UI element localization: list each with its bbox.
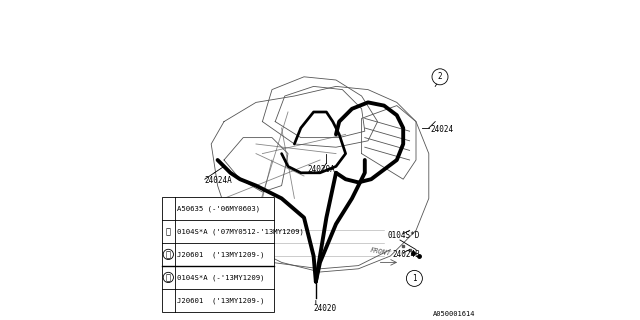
Text: ①: ① bbox=[166, 250, 171, 259]
Text: 2: 2 bbox=[230, 255, 234, 264]
Circle shape bbox=[163, 272, 173, 283]
Text: 0104S*A ('07MY0512-'13MY1209): 0104S*A ('07MY0512-'13MY1209) bbox=[177, 228, 303, 235]
Circle shape bbox=[224, 251, 240, 267]
Text: 24020: 24020 bbox=[313, 304, 336, 313]
Text: FRONT: FRONT bbox=[370, 247, 392, 257]
Text: ②: ② bbox=[166, 273, 171, 282]
Text: 24024: 24024 bbox=[430, 125, 454, 134]
Text: A50635 (-'06MY0603): A50635 (-'06MY0603) bbox=[177, 205, 260, 212]
Circle shape bbox=[406, 270, 422, 286]
Text: A050001614: A050001614 bbox=[433, 311, 475, 317]
Text: 1: 1 bbox=[412, 274, 417, 283]
Text: 2: 2 bbox=[438, 72, 442, 81]
Text: ①: ① bbox=[166, 227, 171, 236]
Circle shape bbox=[163, 249, 173, 260]
FancyBboxPatch shape bbox=[161, 197, 274, 312]
Circle shape bbox=[432, 69, 448, 85]
Text: 24024B: 24024B bbox=[392, 250, 420, 259]
Text: 0104S*A (-'13MY1209): 0104S*A (-'13MY1209) bbox=[177, 274, 264, 281]
Text: 24024A: 24024A bbox=[205, 176, 232, 185]
Text: ②: ② bbox=[166, 273, 171, 282]
Text: 0104S*D: 0104S*D bbox=[387, 231, 420, 240]
Text: 24020A: 24020A bbox=[307, 165, 335, 174]
Text: J20601  ('13MY1209-): J20601 ('13MY1209-) bbox=[177, 297, 264, 304]
Text: J20601  ('13MY1209-): J20601 ('13MY1209-) bbox=[177, 251, 264, 258]
